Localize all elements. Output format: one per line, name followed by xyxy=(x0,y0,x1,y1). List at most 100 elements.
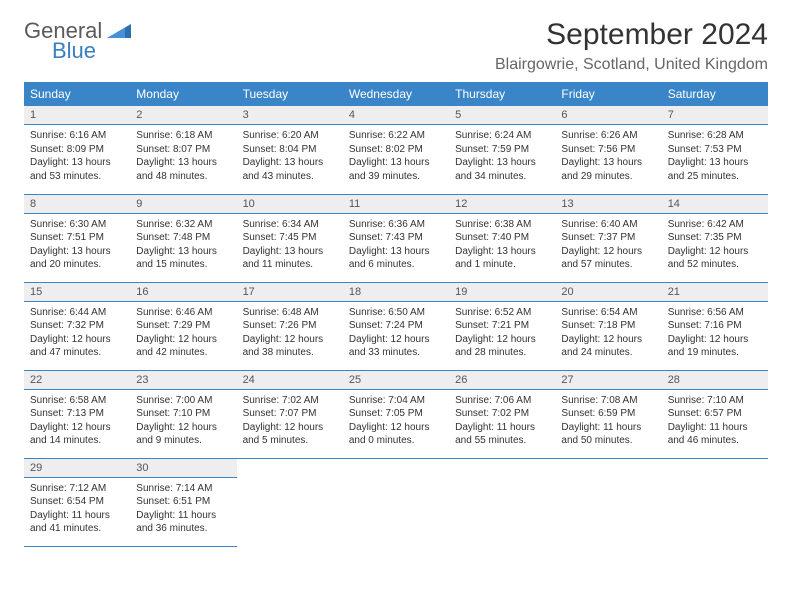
calendar-day-cell: 22Sunrise: 6:58 AMSunset: 7:13 PMDayligh… xyxy=(24,370,130,458)
col-thursday: Thursday xyxy=(449,82,555,106)
brand-logo: General Blue xyxy=(24,18,131,64)
daylight-line: Daylight: 12 hours and 33 minutes. xyxy=(349,333,443,360)
calendar-day-cell: 1Sunrise: 6:16 AMSunset: 8:09 PMDaylight… xyxy=(24,106,130,194)
day-details: Sunrise: 6:46 AMSunset: 7:29 PMDaylight:… xyxy=(130,302,236,366)
sunset-line: Sunset: 7:53 PM xyxy=(668,143,762,157)
calendar-day-cell: 5Sunrise: 6:24 AMSunset: 7:59 PMDaylight… xyxy=(449,106,555,194)
day-details: Sunrise: 6:54 AMSunset: 7:18 PMDaylight:… xyxy=(555,302,661,366)
day-number: 2 xyxy=(130,106,236,125)
calendar-week-row: 15Sunrise: 6:44 AMSunset: 7:32 PMDayligh… xyxy=(24,282,768,370)
sunrise-line: Sunrise: 6:42 AM xyxy=(668,218,762,232)
sunrise-line: Sunrise: 7:14 AM xyxy=(136,482,230,496)
sunset-line: Sunset: 7:43 PM xyxy=(349,231,443,245)
day-details: Sunrise: 6:58 AMSunset: 7:13 PMDaylight:… xyxy=(24,390,130,454)
day-details: Sunrise: 7:04 AMSunset: 7:05 PMDaylight:… xyxy=(343,390,449,454)
sunset-line: Sunset: 7:29 PM xyxy=(136,319,230,333)
day-details: Sunrise: 6:32 AMSunset: 7:48 PMDaylight:… xyxy=(130,214,236,278)
day-number: 7 xyxy=(662,106,768,125)
daylight-line: Daylight: 13 hours and 29 minutes. xyxy=(561,156,655,183)
daylight-line: Daylight: 13 hours and 6 minutes. xyxy=(349,245,443,272)
sunset-line: Sunset: 7:24 PM xyxy=(349,319,443,333)
calendar-day-cell: 17Sunrise: 6:48 AMSunset: 7:26 PMDayligh… xyxy=(237,282,343,370)
sunrise-line: Sunrise: 6:48 AM xyxy=(243,306,337,320)
sunset-line: Sunset: 8:02 PM xyxy=(349,143,443,157)
day-details: Sunrise: 6:28 AMSunset: 7:53 PMDaylight:… xyxy=(662,125,768,189)
day-number: 9 xyxy=(130,195,236,214)
calendar-day-cell: 23Sunrise: 7:00 AMSunset: 7:10 PMDayligh… xyxy=(130,370,236,458)
day-details: Sunrise: 6:52 AMSunset: 7:21 PMDaylight:… xyxy=(449,302,555,366)
day-details: Sunrise: 6:56 AMSunset: 7:16 PMDaylight:… xyxy=(662,302,768,366)
sunset-line: Sunset: 7:05 PM xyxy=(349,407,443,421)
daylight-line: Daylight: 12 hours and 47 minutes. xyxy=(30,333,124,360)
sunset-line: Sunset: 7:40 PM xyxy=(455,231,549,245)
daylight-line: Daylight: 12 hours and 38 minutes. xyxy=(243,333,337,360)
page-title: September 2024 xyxy=(495,18,768,52)
calendar-week-row: 29Sunrise: 7:12 AMSunset: 6:54 PMDayligh… xyxy=(24,458,768,546)
sunrise-line: Sunrise: 6:26 AM xyxy=(561,129,655,143)
day-number: 21 xyxy=(662,283,768,302)
sunset-line: Sunset: 7:21 PM xyxy=(455,319,549,333)
day-details: Sunrise: 7:12 AMSunset: 6:54 PMDaylight:… xyxy=(24,478,130,542)
sunset-line: Sunset: 7:48 PM xyxy=(136,231,230,245)
day-number: 27 xyxy=(555,371,661,390)
daylight-line: Daylight: 11 hours and 41 minutes. xyxy=(30,509,124,536)
calendar-day-cell: 9Sunrise: 6:32 AMSunset: 7:48 PMDaylight… xyxy=(130,194,236,282)
sunrise-line: Sunrise: 7:08 AM xyxy=(561,394,655,408)
calendar-week-row: 22Sunrise: 6:58 AMSunset: 7:13 PMDayligh… xyxy=(24,370,768,458)
sunrise-line: Sunrise: 7:10 AM xyxy=(668,394,762,408)
sunrise-line: Sunrise: 6:32 AM xyxy=(136,218,230,232)
sunrise-line: Sunrise: 6:16 AM xyxy=(30,129,124,143)
calendar-day-cell: 14Sunrise: 6:42 AMSunset: 7:35 PMDayligh… xyxy=(662,194,768,282)
day-number: 24 xyxy=(237,371,343,390)
sunrise-line: Sunrise: 6:34 AM xyxy=(243,218,337,232)
sunset-line: Sunset: 6:59 PM xyxy=(561,407,655,421)
calendar-day-cell: 28Sunrise: 7:10 AMSunset: 6:57 PMDayligh… xyxy=(662,370,768,458)
sunset-line: Sunset: 7:37 PM xyxy=(561,231,655,245)
daylight-line: Daylight: 12 hours and 5 minutes. xyxy=(243,421,337,448)
calendar-day-cell: 2Sunrise: 6:18 AMSunset: 8:07 PMDaylight… xyxy=(130,106,236,194)
calendar-day-cell xyxy=(555,458,661,546)
day-number: 23 xyxy=(130,371,236,390)
day-number: 19 xyxy=(449,283,555,302)
day-number: 5 xyxy=(449,106,555,125)
calendar-day-cell xyxy=(343,458,449,546)
brand-triangle-icon xyxy=(107,20,131,43)
calendar-week-row: 1Sunrise: 6:16 AMSunset: 8:09 PMDaylight… xyxy=(24,106,768,194)
day-details: Sunrise: 6:36 AMSunset: 7:43 PMDaylight:… xyxy=(343,214,449,278)
sunset-line: Sunset: 6:57 PM xyxy=(668,407,762,421)
calendar-day-cell: 11Sunrise: 6:36 AMSunset: 7:43 PMDayligh… xyxy=(343,194,449,282)
col-wednesday: Wednesday xyxy=(343,82,449,106)
sunset-line: Sunset: 7:18 PM xyxy=(561,319,655,333)
day-number: 29 xyxy=(24,459,130,478)
sunset-line: Sunset: 7:02 PM xyxy=(455,407,549,421)
calendar-day-cell: 16Sunrise: 6:46 AMSunset: 7:29 PMDayligh… xyxy=(130,282,236,370)
sunset-line: Sunset: 7:56 PM xyxy=(561,143,655,157)
day-details: Sunrise: 6:16 AMSunset: 8:09 PMDaylight:… xyxy=(24,125,130,189)
day-number: 15 xyxy=(24,283,130,302)
calendar-day-cell: 15Sunrise: 6:44 AMSunset: 7:32 PMDayligh… xyxy=(24,282,130,370)
calendar-day-cell: 30Sunrise: 7:14 AMSunset: 6:51 PMDayligh… xyxy=(130,458,236,546)
sunrise-line: Sunrise: 6:50 AM xyxy=(349,306,443,320)
sunrise-line: Sunrise: 6:20 AM xyxy=(243,129,337,143)
calendar-day-cell xyxy=(449,458,555,546)
day-number: 6 xyxy=(555,106,661,125)
daylight-line: Daylight: 13 hours and 34 minutes. xyxy=(455,156,549,183)
daylight-line: Daylight: 12 hours and 42 minutes. xyxy=(136,333,230,360)
calendar-week-row: 8Sunrise: 6:30 AMSunset: 7:51 PMDaylight… xyxy=(24,194,768,282)
daylight-line: Daylight: 13 hours and 43 minutes. xyxy=(243,156,337,183)
sunrise-line: Sunrise: 6:52 AM xyxy=(455,306,549,320)
sunset-line: Sunset: 8:09 PM xyxy=(30,143,124,157)
daylight-line: Daylight: 12 hours and 24 minutes. xyxy=(561,333,655,360)
day-number: 22 xyxy=(24,371,130,390)
sunset-line: Sunset: 7:07 PM xyxy=(243,407,337,421)
daylight-line: Daylight: 12 hours and 52 minutes. xyxy=(668,245,762,272)
location-subtitle: Blairgowrie, Scotland, United Kingdom xyxy=(495,56,768,74)
sunset-line: Sunset: 8:04 PM xyxy=(243,143,337,157)
sunset-line: Sunset: 7:51 PM xyxy=(30,231,124,245)
day-details: Sunrise: 7:08 AMSunset: 6:59 PMDaylight:… xyxy=(555,390,661,454)
sunrise-line: Sunrise: 7:06 AM xyxy=(455,394,549,408)
day-number: 30 xyxy=(130,459,236,478)
day-number: 16 xyxy=(130,283,236,302)
day-details: Sunrise: 7:14 AMSunset: 6:51 PMDaylight:… xyxy=(130,478,236,542)
daylight-line: Daylight: 11 hours and 46 minutes. xyxy=(668,421,762,448)
